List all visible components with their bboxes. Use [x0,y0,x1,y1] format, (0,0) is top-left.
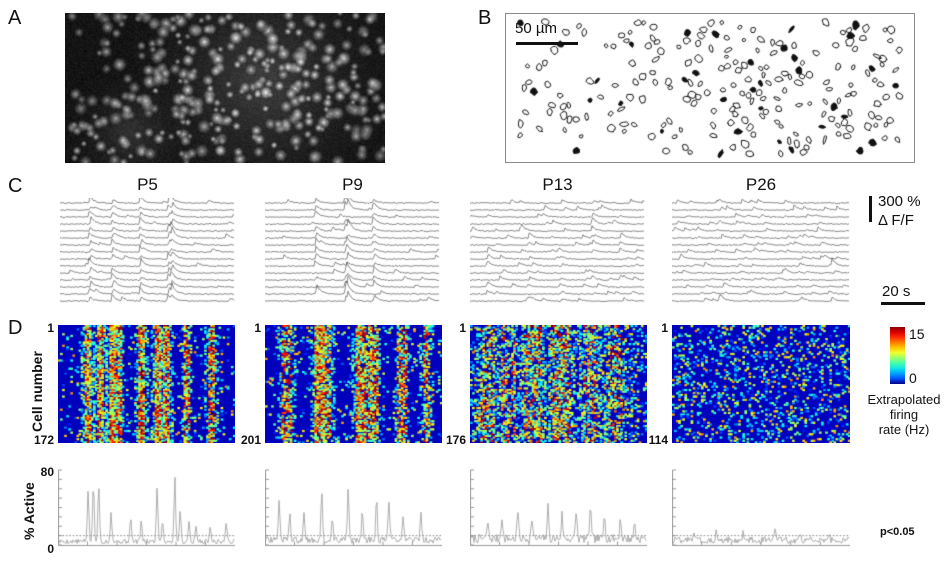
panel-d-y-axis-label: Cell number [29,351,45,432]
active-y-min-label: 0 [47,542,54,556]
significance-threshold-label: p<0.05 [880,526,915,538]
panel-b-cell-contours [506,14,914,162]
panel-b-scale-bar [516,42,578,45]
panel-c-title-p26: P26 [745,175,777,194]
panel-d-top-tick-p5: 1 [47,321,54,335]
panel-b-contour-frame [505,13,915,163]
colorbar-gradient [890,327,905,384]
panel-letter-d: D [8,317,23,339]
panel-d-top-tick-p26: 1 [661,321,668,335]
colorbar-caption-line1: Extrapolated [867,392,941,407]
panel-a-fluorescence-image [65,13,385,163]
active-plot-p9 [265,463,442,553]
panel-d-bottom-tick-p9: 201 [240,433,261,447]
panel-c-scale-amplitude-value: 300 % [878,193,921,210]
panel-c-title-p13: P13 [542,175,573,194]
active-y-axis-label: % Active [21,482,37,540]
panel-c-traces-p26 [672,198,850,303]
panel-d-heatmap-p5 [58,325,235,443]
panel-c-vertical-scale-bar [869,196,872,222]
panel-c-time-scale-bar [881,302,925,305]
panel-b-scale-bar-label: 50 µm [515,20,557,37]
active-y-max-label: 80 [40,465,54,479]
panel-d-bottom-tick-p13: 176 [445,433,466,447]
panel-d-bottom-tick-p5: 172 [33,433,54,447]
colorbar-caption-line3: rate (Hz) [878,422,930,437]
panel-d-heatmap-p26 [672,325,850,443]
panel-letter-c: C [8,175,23,197]
panel-d-heatmap-p13 [470,325,647,443]
panel-c-traces-p9 [265,198,440,303]
panel-c-scale-time-label: 20 s [882,283,911,300]
panel-d-heatmap-p9 [265,325,442,443]
colorbar-min-label: 0 [909,370,917,386]
panel-c-title-p5: P5 [137,175,158,194]
panel-letter-a: A [8,7,22,29]
active-plot-p5 [58,463,235,553]
panel-d-top-tick-p9: 1 [254,321,261,335]
panel-c-traces-p5 [60,198,235,303]
panel-d-top-tick-p13: 1 [459,321,466,335]
panel-c-title-p9: P9 [342,175,363,194]
colorbar-max-label: 15 [909,326,925,342]
panel-c-traces-p13 [470,198,645,303]
active-plot-p13 [470,463,647,553]
active-plot-p26 [672,463,850,553]
panel-d-bottom-tick-p26: 114 [648,433,668,447]
colorbar-caption-line2: firing [889,407,919,422]
panel-letter-b: B [478,7,492,29]
panel-c-scale-amplitude-unit: Δ F/F [878,212,914,229]
